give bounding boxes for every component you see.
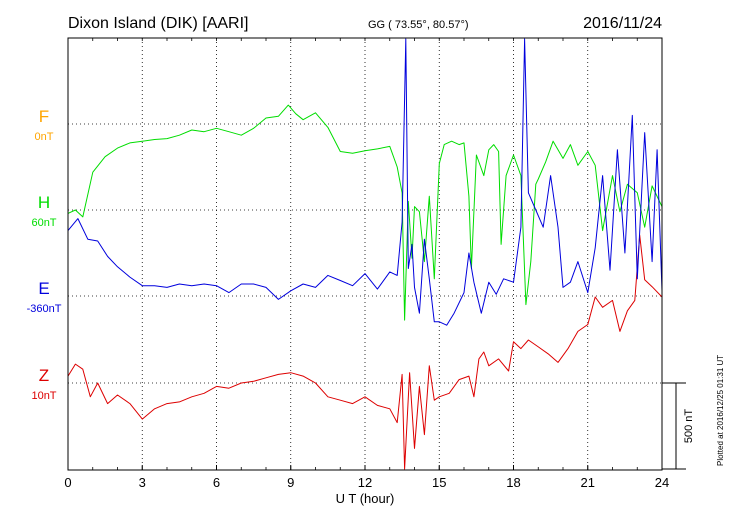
grid [68,38,662,470]
x-tick-label: 12 [358,475,372,490]
plotted-timestamp: Plotted at 2016/12/25 01:31 UT [716,355,725,466]
x-tick-label: 18 [506,475,520,490]
x-tick-label: 21 [581,475,595,490]
x-tick-label: 9 [287,475,294,490]
baseline-label-f: 0nT [35,131,54,143]
component-label-z: Z [39,366,49,385]
series-line-h [67,104,663,321]
component-label-e: E [38,279,49,298]
series-layer [67,38,663,470]
series-line-e [67,38,663,326]
x-tick-label: 3 [139,475,146,490]
x-axis-label: U T (hour) [336,491,395,506]
component-label-h: H [38,193,50,212]
x-tick-label: 24 [655,475,669,490]
component-label-f: F [39,107,49,126]
x-ticks: 0 3 6 9 12 15 18 21 24 [64,38,669,490]
baseline-label-z: 10nT [31,390,56,402]
x-tick-label: 6 [213,475,220,490]
coordinates: GG ( 73.55°, 80.57°) [368,19,469,31]
x-tick-label: 15 [432,475,446,490]
scale-bar: 500 nT [662,382,695,470]
scale-bar-label: 500 nT [683,409,695,444]
x-tick-label: 0 [64,475,71,490]
baseline-label-e: -360nT [27,303,62,315]
date-label: 2016/11/24 [583,15,662,32]
series-line-z [67,234,663,470]
station-title: Dixon Island (DIK) [AARI] [68,15,249,32]
y-labels: F 0nT H 60nT E -360nT Z 10nT [27,107,62,402]
baseline-label-h: 60nT [31,217,56,229]
